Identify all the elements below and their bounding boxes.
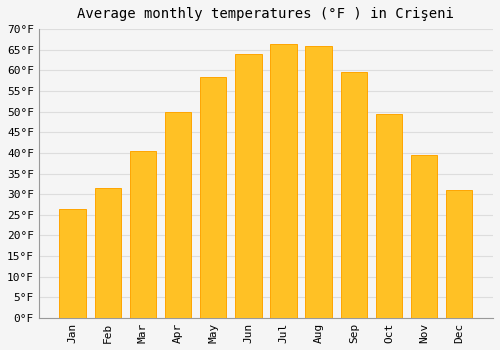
Bar	[270, 43, 296, 318]
Bar	[165, 112, 191, 318]
Bar	[411, 155, 438, 318]
Bar	[60, 209, 86, 318]
Bar	[376, 114, 402, 318]
Bar	[235, 54, 262, 318]
Title: Average monthly temperatures (°F ) in Crişeni: Average monthly temperatures (°F ) in Cr…	[78, 7, 454, 21]
Bar	[340, 72, 367, 318]
Bar	[130, 151, 156, 318]
Bar	[200, 77, 226, 318]
Bar	[306, 46, 332, 318]
Bar	[446, 190, 472, 318]
Bar	[94, 188, 121, 318]
